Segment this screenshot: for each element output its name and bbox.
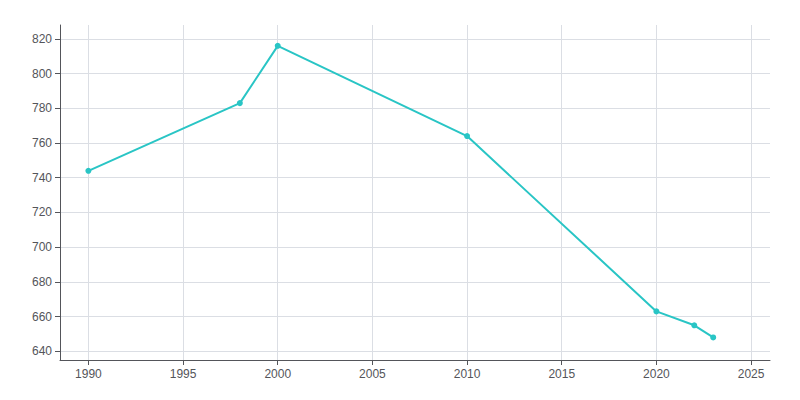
svg-text:780: 780 (32, 101, 52, 115)
svg-text:2015: 2015 (548, 367, 575, 381)
svg-text:760: 760 (32, 136, 52, 150)
svg-text:700: 700 (32, 240, 52, 254)
svg-text:660: 660 (32, 310, 52, 324)
svg-text:2025: 2025 (738, 367, 765, 381)
svg-text:1995: 1995 (170, 367, 197, 381)
svg-text:720: 720 (32, 205, 52, 219)
svg-text:1990: 1990 (75, 367, 102, 381)
svg-text:2010: 2010 (454, 367, 481, 381)
svg-text:680: 680 (32, 275, 52, 289)
svg-text:2000: 2000 (264, 367, 291, 381)
svg-text:2020: 2020 (643, 367, 670, 381)
svg-text:640: 640 (32, 344, 52, 358)
svg-text:800: 800 (32, 67, 52, 81)
svg-text:2005: 2005 (359, 367, 386, 381)
svg-text:820: 820 (32, 32, 52, 46)
svg-text:740: 740 (32, 171, 52, 185)
